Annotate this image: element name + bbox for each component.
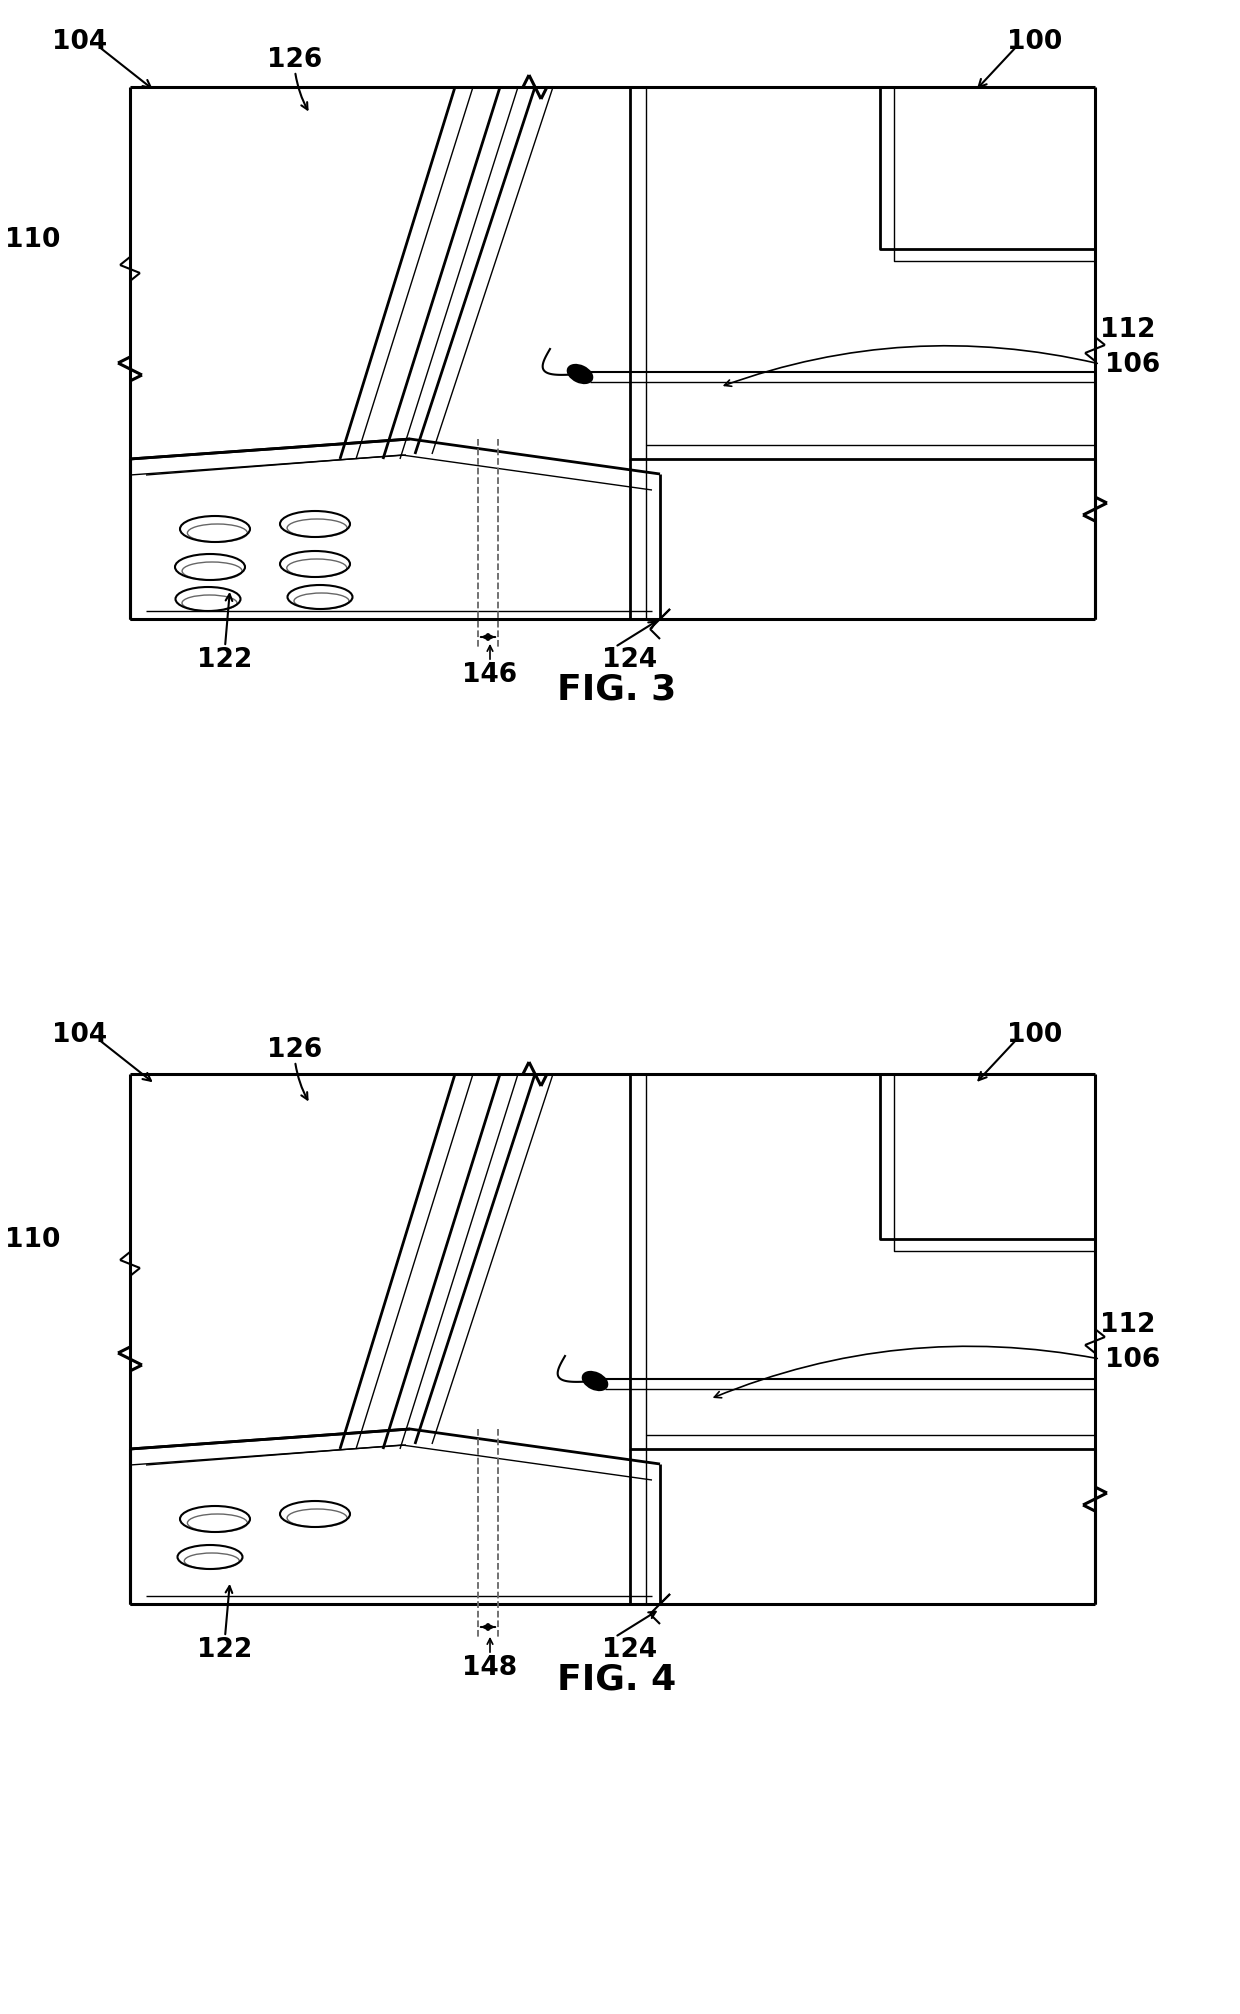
Text: 146: 146	[463, 663, 517, 687]
Ellipse shape	[583, 1372, 608, 1390]
Text: 122: 122	[197, 1635, 253, 1662]
Text: 106: 106	[1105, 352, 1161, 379]
Text: 110: 110	[5, 228, 60, 254]
Text: 122: 122	[197, 646, 253, 673]
Text: 100: 100	[1007, 1021, 1063, 1047]
Text: 112: 112	[1100, 316, 1156, 342]
Text: 110: 110	[5, 1227, 60, 1253]
Text: 106: 106	[1105, 1345, 1161, 1372]
Text: 126: 126	[268, 1037, 322, 1063]
Text: 126: 126	[268, 46, 322, 73]
Text: 104: 104	[52, 1021, 108, 1047]
Text: FIG. 4: FIG. 4	[557, 1662, 677, 1696]
Ellipse shape	[568, 367, 593, 385]
Text: 100: 100	[1007, 28, 1063, 54]
Text: 148: 148	[463, 1653, 517, 1680]
Text: 112: 112	[1100, 1311, 1156, 1337]
Text: 124: 124	[603, 646, 657, 673]
Text: 104: 104	[52, 28, 108, 54]
Text: 124: 124	[603, 1635, 657, 1662]
Text: FIG. 3: FIG. 3	[557, 673, 677, 707]
